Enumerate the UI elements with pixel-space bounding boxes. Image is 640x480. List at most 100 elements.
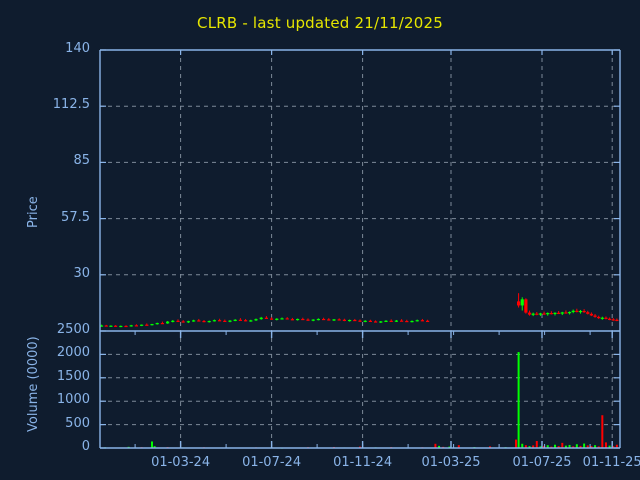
candle-body <box>363 320 367 322</box>
candle-body <box>249 320 253 322</box>
volume-tick-label: 0 <box>81 439 90 454</box>
candle-body <box>228 320 232 322</box>
candle-body <box>597 316 601 319</box>
candle-body <box>353 319 357 322</box>
date-tick-label: 01-03-24 <box>151 455 211 470</box>
gridlines <box>100 50 620 448</box>
candle-body <box>586 312 590 314</box>
volume-bar <box>153 446 156 448</box>
candle-body <box>306 319 310 321</box>
volume-bar <box>539 446 542 448</box>
chart-title: CLRB - last updated 21/11/2025 <box>197 14 443 32</box>
candle-body <box>197 320 201 322</box>
price-candles <box>99 293 619 328</box>
candle-body <box>575 310 579 312</box>
price-tick-label: 140 <box>65 41 90 56</box>
candle-body <box>129 325 133 327</box>
candle-body <box>604 317 608 319</box>
volume-bar <box>557 446 560 448</box>
candle-body <box>134 325 138 327</box>
candle-body <box>207 320 211 323</box>
candle-body <box>524 299 528 313</box>
volume-bar <box>489 446 491 448</box>
candle-body <box>600 317 604 319</box>
candle-body <box>549 313 553 315</box>
candle-body <box>311 319 315 321</box>
candle-body <box>259 317 263 320</box>
candle-body <box>611 319 615 321</box>
volume-bar <box>579 445 582 448</box>
volume-bar <box>151 441 153 448</box>
candle-body <box>426 320 430 322</box>
candle-body <box>150 324 154 326</box>
volume-tick-label: 1000 <box>56 392 90 408</box>
volume-bar <box>517 352 520 448</box>
candle-body <box>254 319 258 321</box>
price-tick-label: 112.5 <box>52 97 90 113</box>
candle-body <box>275 318 279 320</box>
volume-bar <box>448 446 451 448</box>
volume-bar <box>524 445 527 448</box>
candle-body <box>192 320 196 322</box>
volume-bar <box>546 445 549 448</box>
volume-bar <box>586 445 589 448</box>
candle-body <box>527 312 532 315</box>
volume-bar <box>601 415 604 448</box>
candle-body <box>238 319 242 321</box>
candle-body <box>270 318 274 320</box>
candle-body <box>124 325 128 328</box>
volume-bar <box>568 444 571 448</box>
volume-bar <box>604 442 607 448</box>
candle-body <box>332 319 336 321</box>
price-tick-label: 85 <box>73 153 90 169</box>
candle-body <box>202 320 206 323</box>
volume-bar <box>615 444 618 448</box>
volume-tick-label: 2000 <box>56 345 90 361</box>
date-tick-label: 01-11-24 <box>333 455 393 470</box>
volume-tick-label: 500 <box>65 415 90 431</box>
candle-body <box>145 324 149 326</box>
candle-body <box>212 320 216 322</box>
price-tick-label: 30 <box>73 265 90 281</box>
candle-body <box>535 313 539 315</box>
candle-body <box>155 323 159 325</box>
candle-body <box>358 320 362 322</box>
date-tick-label: 01-11-25 <box>582 455 640 470</box>
candle-body <box>290 319 294 321</box>
candle-body <box>348 319 352 322</box>
candle-body <box>109 325 113 327</box>
candle-body <box>394 320 398 322</box>
volume-bar <box>434 443 437 448</box>
axis-frame <box>99 49 621 449</box>
candle-body <box>264 317 268 319</box>
candle-body <box>316 318 320 321</box>
volume-bar <box>583 443 586 448</box>
candle-body <box>342 319 346 321</box>
candle-body <box>538 313 543 315</box>
volume-bar <box>521 443 524 448</box>
date-tick-label: 01-07-25 <box>512 455 572 470</box>
candle-body <box>546 313 550 315</box>
candle-body <box>160 323 164 325</box>
price-tick-label: 57.5 <box>61 209 90 225</box>
candle-body <box>322 318 326 321</box>
candle-body <box>104 325 108 327</box>
candle-body <box>400 320 404 322</box>
candle-body <box>557 312 561 315</box>
candle-body <box>327 319 331 321</box>
volume-tick-label: 1500 <box>56 368 90 384</box>
volume-bar <box>608 445 611 448</box>
candle-body <box>244 320 248 322</box>
candle-body <box>405 320 409 323</box>
candle-body <box>542 313 546 315</box>
volume-bar <box>561 442 564 448</box>
candle-body <box>301 318 305 321</box>
candle-body <box>410 320 414 323</box>
volume-bar <box>594 445 597 448</box>
candle-body <box>520 299 524 306</box>
candle-body <box>99 325 104 327</box>
candle-body <box>608 318 612 320</box>
volume-bar <box>438 445 441 448</box>
volume-bar <box>597 446 600 448</box>
candle-body <box>223 320 227 322</box>
